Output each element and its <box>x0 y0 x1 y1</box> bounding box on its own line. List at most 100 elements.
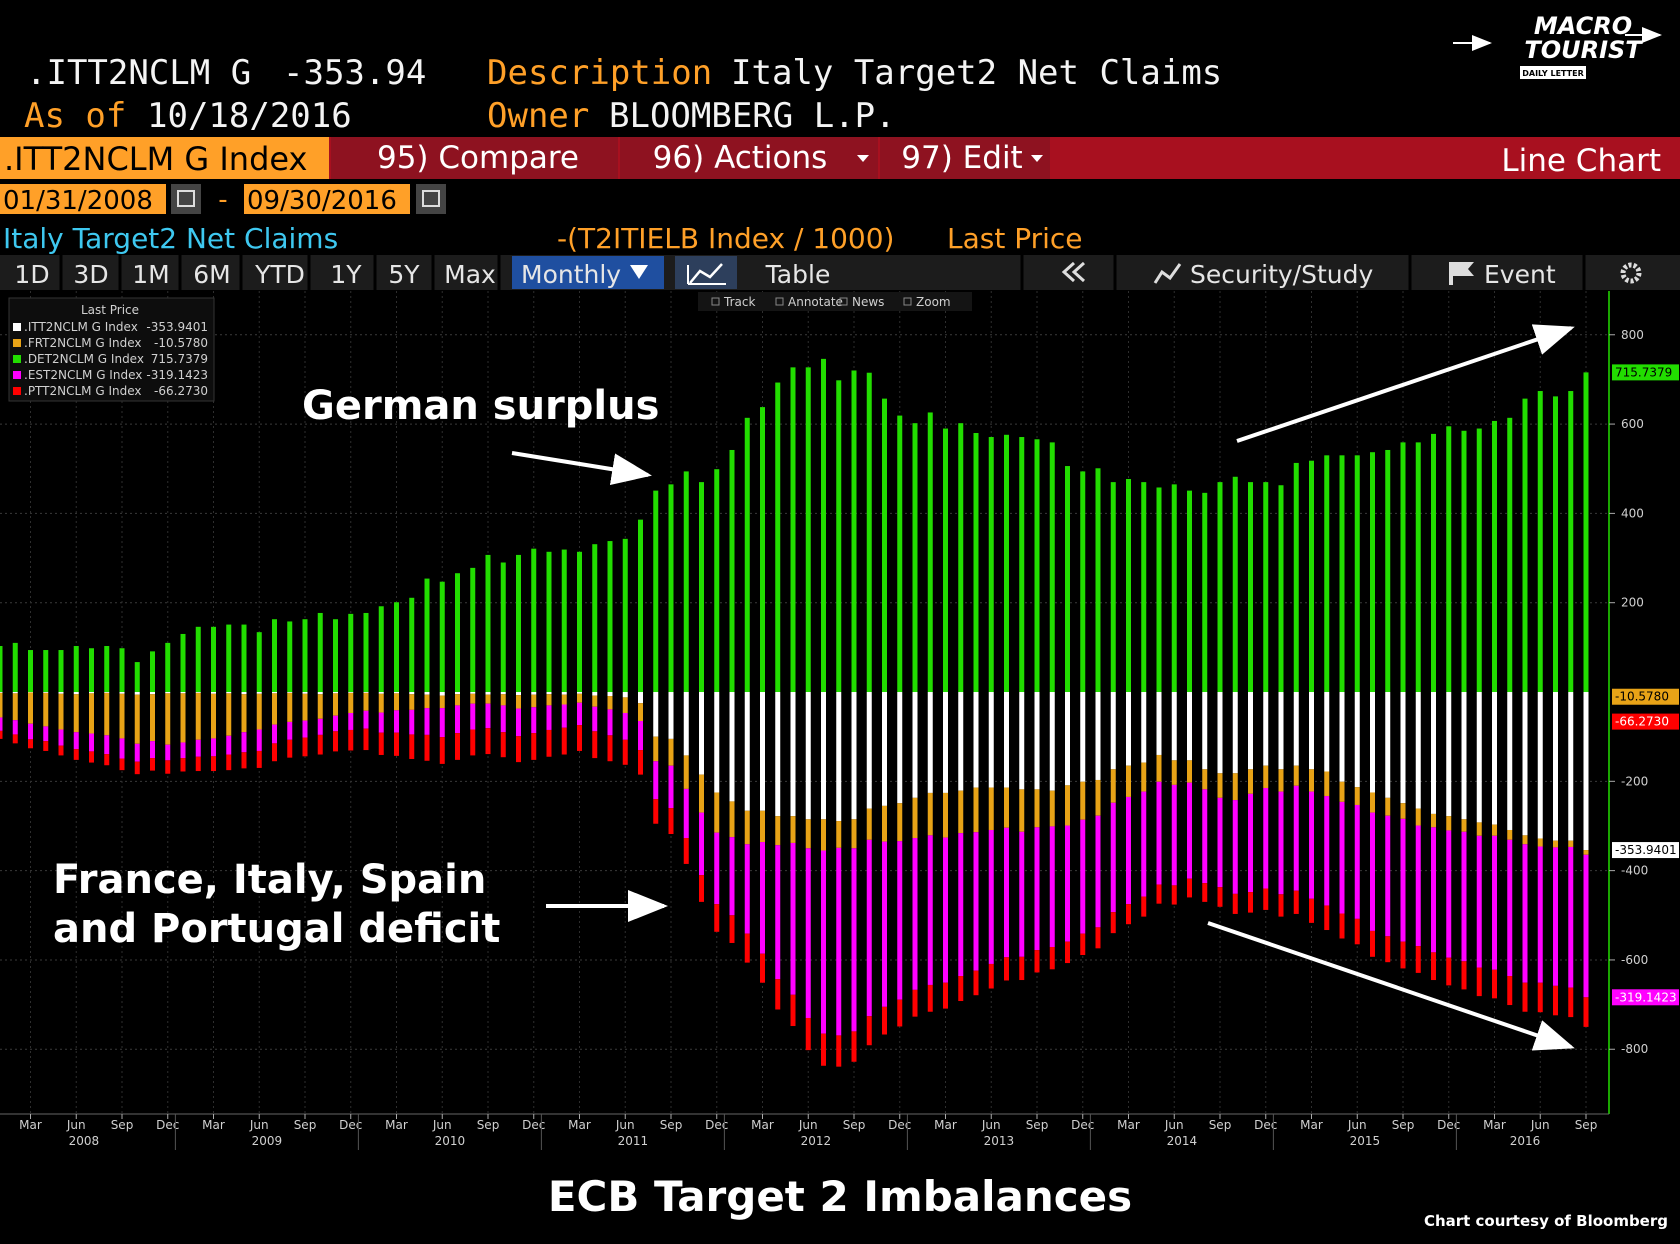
bar-segment <box>134 694 140 744</box>
date-field[interactable] <box>244 184 410 214</box>
bar-segment <box>1217 692 1223 774</box>
security-field[interactable] <box>0 137 329 179</box>
range-button[interactable]: 1M <box>132 260 169 289</box>
bar-segment <box>516 695 521 709</box>
x-tick-label: Mar <box>202 1118 225 1132</box>
last-value-tag <box>1612 688 1679 705</box>
bar-segment <box>1415 946 1421 973</box>
bar-segment <box>470 703 476 730</box>
end-date[interactable]: 09/30/2016 <box>247 186 397 216</box>
bar-segment <box>180 742 186 759</box>
bar-segment <box>119 693 125 739</box>
range-button[interactable]: 3D <box>73 260 108 289</box>
start-date[interactable]: 01/31/2008 <box>3 186 153 216</box>
dropdown-caret <box>1031 155 1043 162</box>
legend-label: .ITT2NCLM G Index <box>24 320 138 334</box>
bar-segment <box>500 692 506 695</box>
bar-segment <box>1507 976 1513 1006</box>
bar-segment <box>943 982 948 1009</box>
bar-segment <box>73 646 79 693</box>
bar-segment <box>134 692 140 695</box>
bar-segment <box>1492 969 1497 999</box>
last-value-label: -10.5780 <box>1615 690 1669 704</box>
bar-segment <box>165 744 171 761</box>
year-label: 2014 <box>1167 1134 1198 1148</box>
bar-segment <box>775 382 781 693</box>
bar-segment <box>668 738 674 766</box>
bar-segment <box>58 692 64 694</box>
bar-segment <box>211 693 216 739</box>
bar-segment <box>1370 792 1375 813</box>
bar-segment <box>317 692 323 695</box>
frequency[interactable]: Monthly <box>521 260 621 289</box>
calendar-button[interactable] <box>416 184 446 214</box>
footer-credit: Chart courtesy of Bloomberg <box>1424 1212 1668 1230</box>
date-field[interactable] <box>0 184 166 214</box>
bar-segment <box>1156 754 1162 782</box>
bar-segment <box>363 692 369 693</box>
menu-button[interactable] <box>620 137 878 179</box>
bar-segment <box>805 819 811 849</box>
bar-segment <box>333 693 338 716</box>
settings-icon[interactable] <box>1620 262 1642 284</box>
range-button[interactable]: 6M <box>193 260 230 289</box>
range-button[interactable]: 1Y <box>330 260 362 289</box>
study-button[interactable]: Security/Study <box>1190 260 1373 289</box>
bar-segment <box>744 692 750 811</box>
bar-segment <box>882 841 887 1007</box>
ticker: .ITT2NCLM G <box>26 53 251 93</box>
compare-button[interactable]: 95) Compare <box>377 140 579 176</box>
range-button[interactable]: 1D <box>14 260 49 289</box>
bar-segment <box>653 490 659 693</box>
range-button[interactable]: 5Y <box>388 260 420 289</box>
bar-segment <box>0 646 3 693</box>
bar-segment <box>1476 822 1482 836</box>
security-name[interactable]: .ITT2NCLM G Index <box>4 140 307 178</box>
legend-swatch <box>13 355 21 363</box>
bar-segment <box>1095 468 1101 693</box>
bar-segment <box>1339 913 1345 939</box>
last-value-label: -66.2730 <box>1615 715 1669 729</box>
bar-segment <box>805 692 811 820</box>
plot-area <box>0 291 1609 1114</box>
annotation-arrow <box>511 451 652 486</box>
bar-segment <box>1004 434 1009 693</box>
bar-segment <box>1187 878 1192 898</box>
bar-segment <box>1202 789 1208 884</box>
bar-segment <box>1171 784 1177 886</box>
bar-segment <box>424 578 430 693</box>
chart-tool[interactable]: Track <box>723 295 755 309</box>
range-button[interactable]: YTD <box>254 260 305 289</box>
bar-segment <box>912 692 918 798</box>
bar-segment <box>1461 831 1467 962</box>
range-button[interactable]: Max <box>444 260 496 289</box>
logo-text: MACRO <box>1534 12 1632 40</box>
menu-button[interactable] <box>880 137 1050 179</box>
table-button[interactable]: Table <box>765 260 831 289</box>
calendar-button[interactable] <box>171 184 201 214</box>
bar-segment <box>866 1016 872 1046</box>
chart-tool[interactable]: Annotate <box>788 295 843 309</box>
bar-segment <box>1263 482 1269 693</box>
bar-segment <box>500 694 506 706</box>
edit-button[interactable]: 97) Edit <box>901 140 1022 176</box>
bar-segment <box>394 692 399 694</box>
bar-segment <box>638 703 643 722</box>
bar-segment <box>180 758 186 772</box>
bar-segment <box>866 692 872 809</box>
collapse-icon[interactable] <box>1061 261 1076 283</box>
chart-tool[interactable]: News <box>852 295 884 309</box>
menu-button[interactable] <box>331 137 618 179</box>
bar-segment <box>592 731 598 759</box>
bar-segment <box>866 372 872 693</box>
collapse-icon[interactable] <box>1071 261 1086 283</box>
actions-button[interactable]: 96) Actions <box>653 140 828 176</box>
bar-segment <box>1126 904 1131 925</box>
bar-segment <box>1370 452 1375 693</box>
chart-tool[interactable]: Zoom <box>916 295 951 309</box>
x-tick-label: Jun <box>981 1118 1001 1132</box>
bar-segment <box>394 710 399 733</box>
year-label: 2013 <box>984 1134 1015 1148</box>
event-button[interactable]: Event <box>1484 260 1556 289</box>
x-tick-label: Sep <box>294 1118 317 1132</box>
